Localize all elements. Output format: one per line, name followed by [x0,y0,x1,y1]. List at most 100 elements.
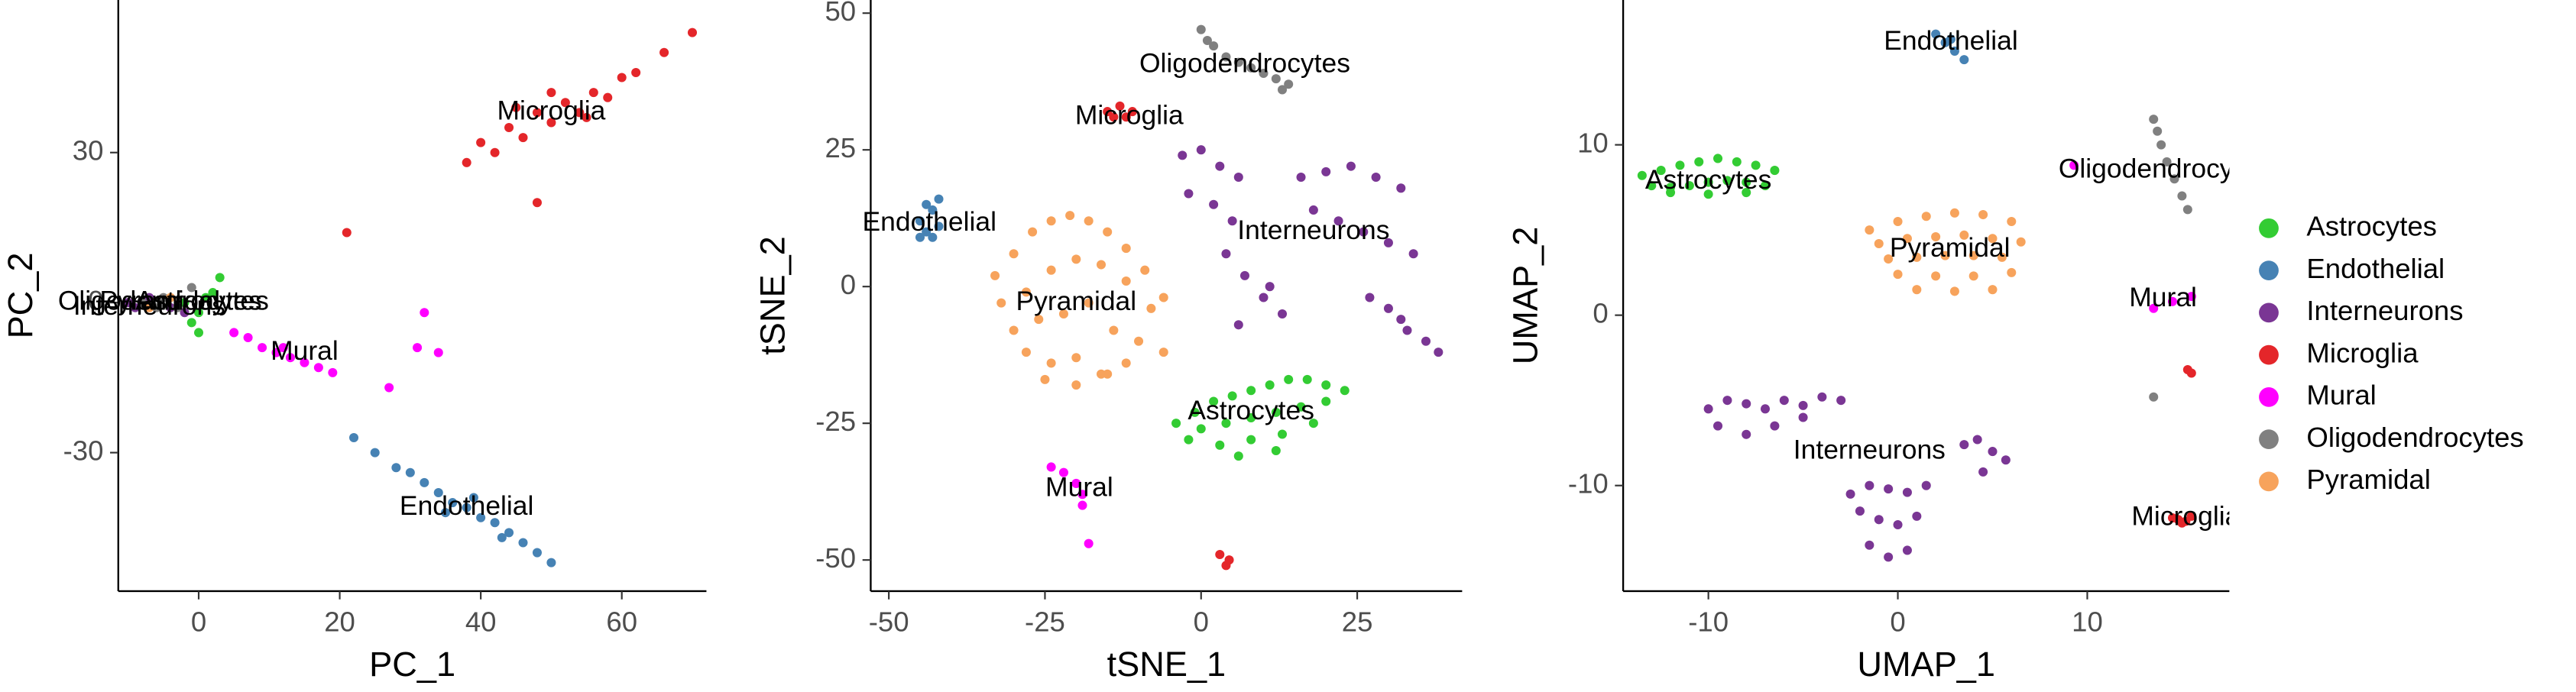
point [258,343,267,353]
point [1912,252,1922,262]
point [1277,309,1288,319]
point [413,343,423,353]
point [2149,303,2159,313]
point [928,205,938,215]
point [1949,208,1959,218]
point [1902,545,1912,555]
points [915,24,1444,571]
point [1713,154,1723,163]
point [1277,429,1288,439]
point [1865,225,1874,235]
point [1703,189,1713,199]
cluster-label: Astrocytes [1645,164,1772,195]
legend-key [2259,218,2279,238]
point [603,92,613,102]
x-axis-title: tSNE_1 [1107,645,1226,684]
point [328,367,338,377]
point [201,293,211,302]
point [1009,249,1019,259]
point [1196,145,1206,155]
point [1722,176,1732,186]
point [1912,511,1922,521]
point [300,357,309,367]
point [1978,467,1988,477]
point [1259,293,1269,302]
point [1227,216,1237,226]
point [1647,181,1657,191]
x-axis-title: UMAP_1 [1857,645,1995,684]
point [2149,115,2159,124]
point [1009,325,1019,335]
point [1103,369,1113,379]
x-tick-label: 0 [1890,606,1905,638]
x-tick-label: -10 [1688,606,1729,638]
point [588,88,598,98]
point [1215,549,1225,560]
point [158,293,168,302]
cluster-label: Interneurons [1793,434,1946,464]
point [1912,285,1922,295]
point [1321,380,1331,390]
point [1798,400,1808,410]
x-tick-label: 40 [465,606,497,638]
point [144,302,154,312]
legend-key [2259,429,2279,450]
point [2181,516,2191,526]
point [1921,212,1931,222]
point [243,332,253,343]
point [2001,455,2011,465]
point [1196,24,1206,34]
point [1221,419,1231,428]
point [1779,396,1789,406]
point [1884,552,1894,562]
y-tick-label: 25 [825,132,856,163]
point [1065,211,1075,221]
point [1115,101,1125,111]
point [278,343,288,353]
y-tick-label: -30 [63,435,104,466]
point [1893,270,1903,280]
point [1233,57,1243,67]
point [2069,160,2079,170]
point [1931,232,1941,242]
point [1742,429,1751,439]
point [1656,166,1666,176]
legend-label: Mural [2306,380,2376,411]
point [1340,386,1350,396]
point [1893,216,1903,226]
point [2186,292,2196,302]
point [1221,249,1231,259]
cluster-label: Oligodendrocytes [2059,153,2270,183]
point [1722,396,1732,406]
cluster-label: Pyramidal [1016,286,1136,316]
point [1855,506,1865,516]
point [1271,407,1281,417]
point [518,133,528,143]
point [1190,407,1200,417]
point [1770,421,1780,431]
point [123,298,133,308]
point [1046,216,1056,226]
point [180,308,190,318]
point [215,273,225,283]
point [1202,35,1212,46]
point [560,98,570,108]
point [1233,320,1243,330]
point [1968,271,1978,281]
legend-key [2259,386,2279,407]
x-tick-label: -25 [1025,606,1065,638]
point [1058,309,1068,319]
cluster-label: Microglia [1075,100,1184,131]
point [193,328,204,338]
point [1874,238,1884,248]
point [1902,487,1912,497]
point [1684,181,1694,191]
point [1959,230,1969,240]
point [687,27,698,37]
point [151,302,161,312]
point [1865,540,1874,550]
point [468,493,478,503]
points [1637,29,2196,562]
y-tick-label: 50 [825,0,856,27]
point [1084,538,1094,548]
